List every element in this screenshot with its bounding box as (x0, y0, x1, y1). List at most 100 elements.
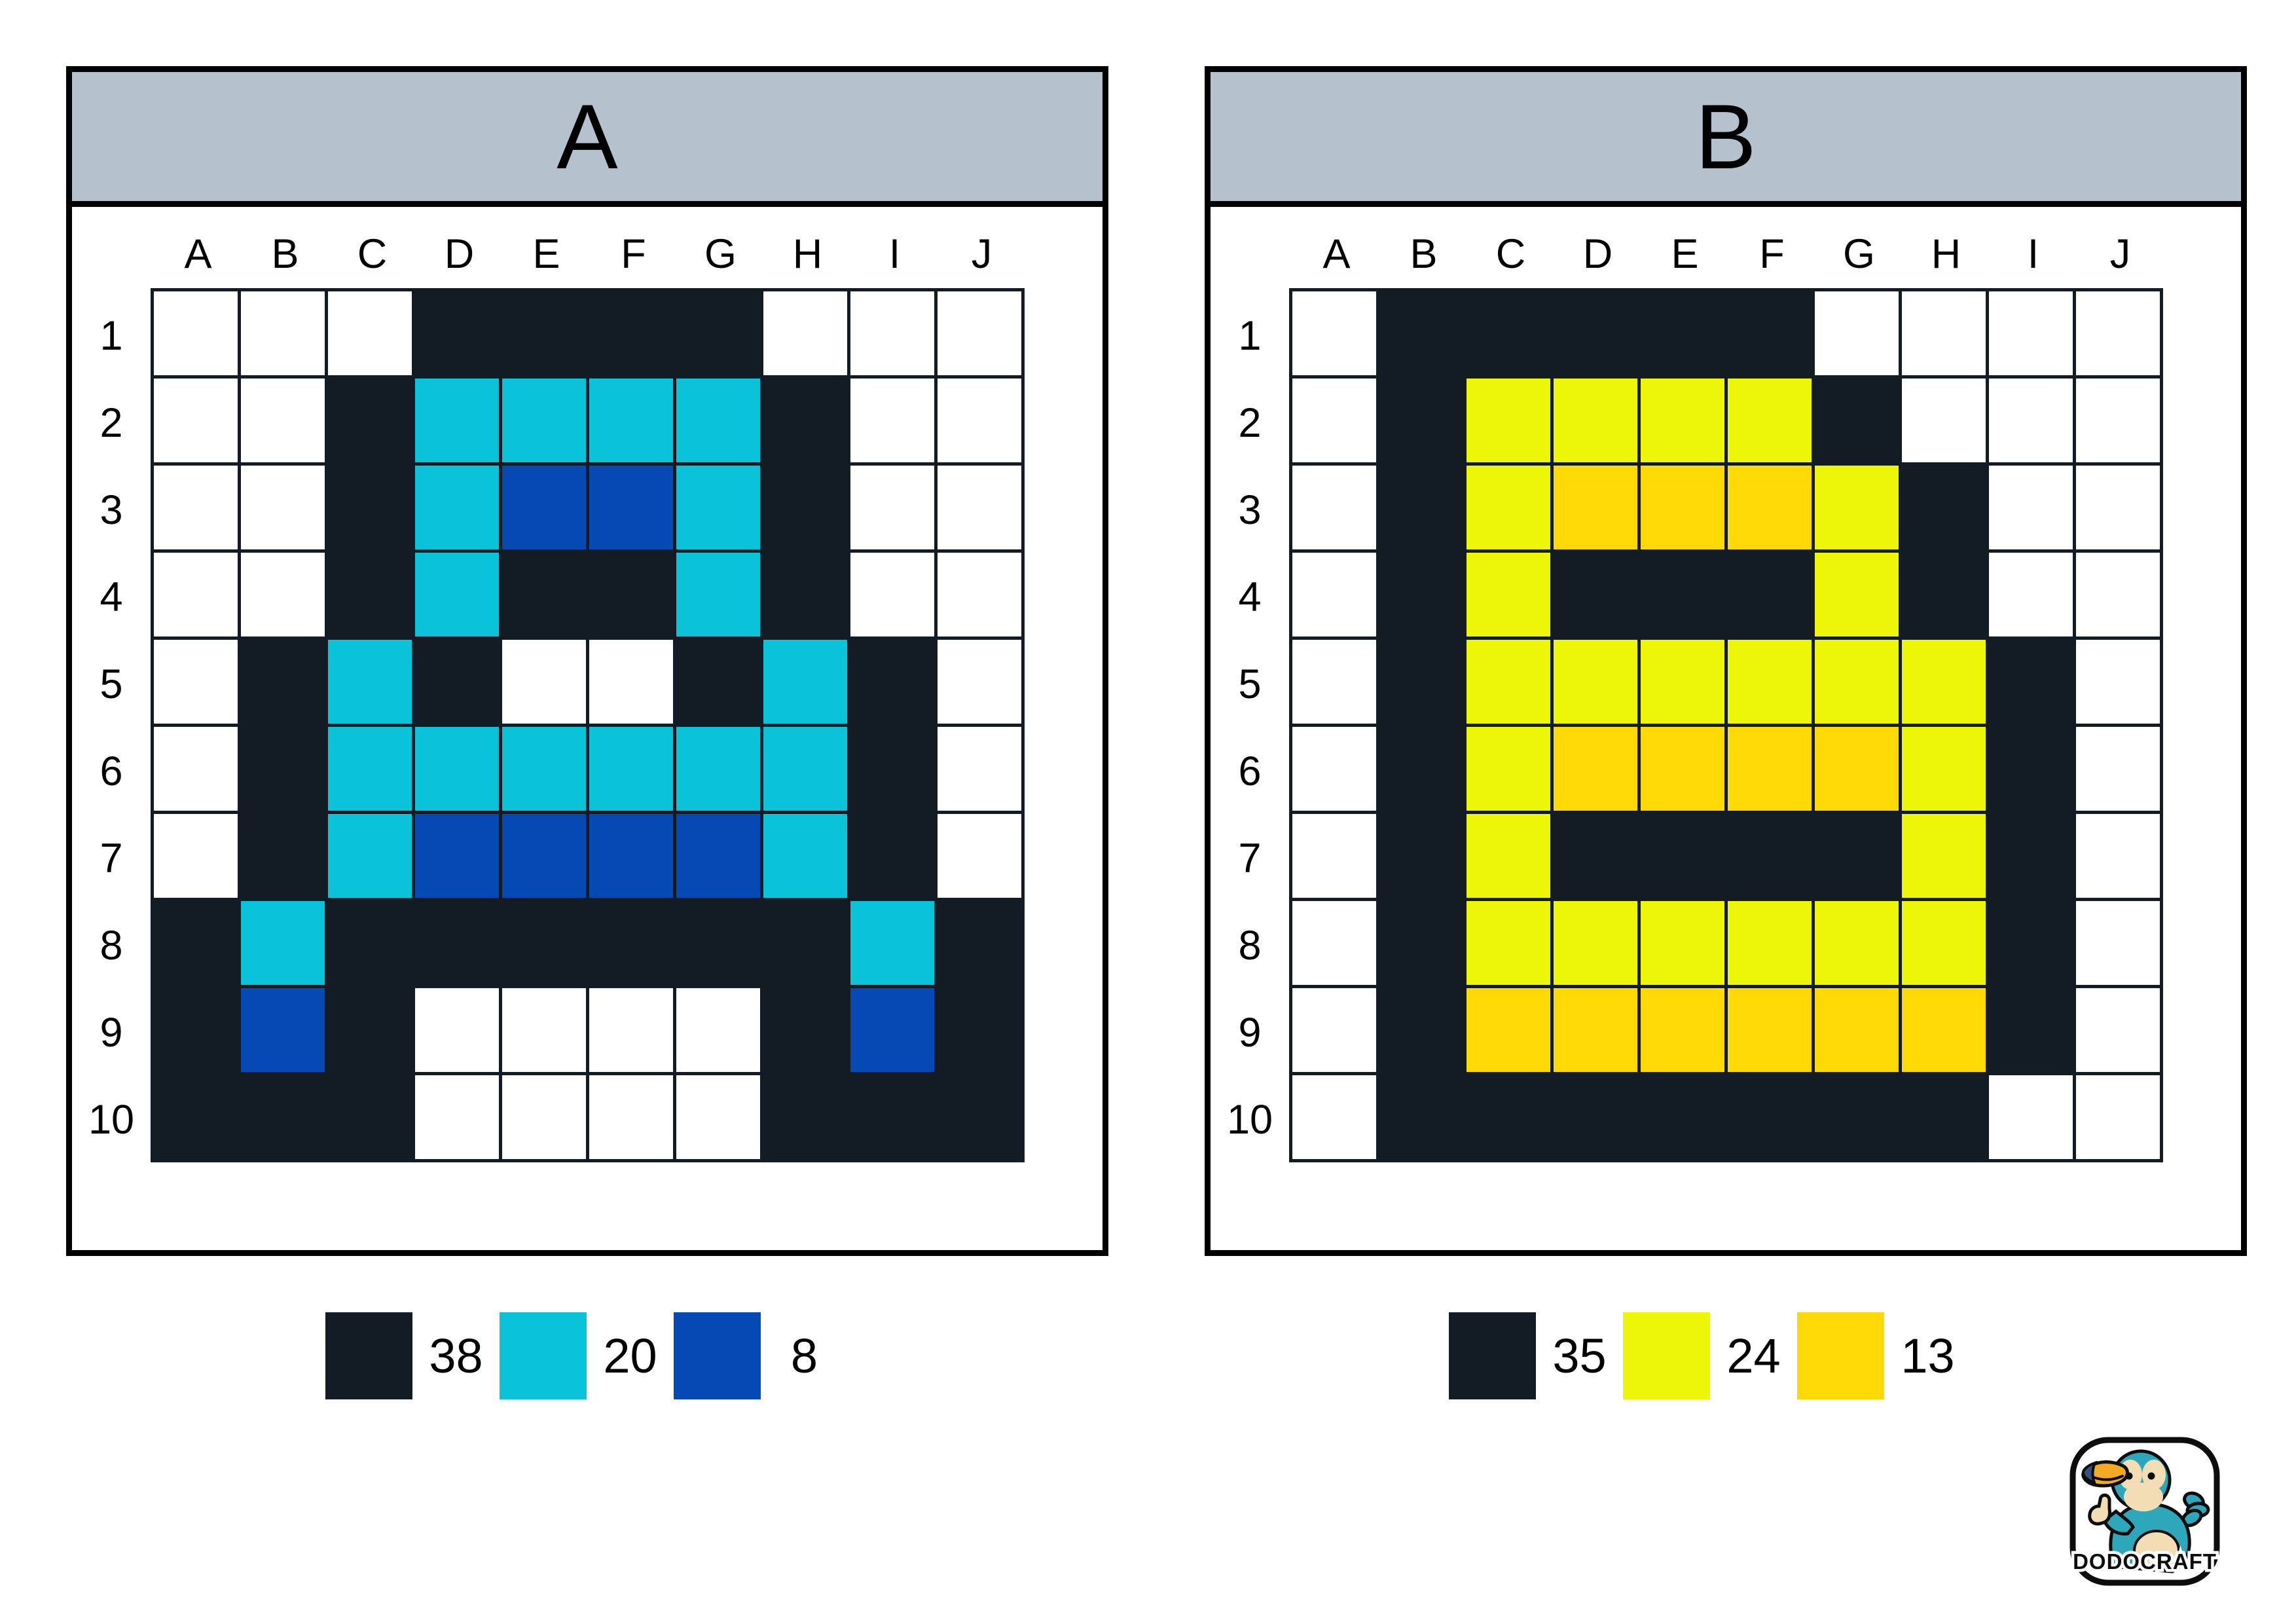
grid-cell (763, 466, 847, 549)
grid-cell (938, 466, 1021, 549)
grid-cell (676, 727, 760, 811)
row-label: 2 (100, 399, 123, 446)
panel-b-row-labels: 1 2 3 4 5 6 7 8 9 10 (1220, 292, 1280, 1163)
grid-cell (1467, 553, 1550, 637)
column-label: B (271, 231, 299, 277)
grid-cell (415, 727, 499, 811)
column-label: G (1842, 231, 1875, 277)
grid-cell (763, 988, 847, 1072)
grid-cell (1292, 291, 1376, 375)
grid-cell (1989, 291, 2073, 375)
row-label: 6 (100, 748, 123, 794)
grid-cell (1728, 727, 1812, 811)
grid-cell (1641, 814, 1724, 898)
grid-cell (1902, 727, 1986, 811)
grid-cell (328, 553, 412, 637)
dodo-beak-tip (2081, 1460, 2098, 1485)
grid-cell (2076, 640, 2160, 724)
column-label: D (1582, 231, 1613, 277)
row-label: 7 (1238, 835, 1262, 881)
grid-cell (589, 291, 673, 375)
grid-cell (1815, 291, 1899, 375)
grid-cell (2076, 1075, 2160, 1159)
grid-cell (241, 640, 325, 724)
grid-cell (1379, 814, 1463, 898)
grid-cell (502, 553, 586, 637)
dodo-beak-smile (2092, 1475, 2124, 1481)
grid-cell (1989, 553, 2073, 637)
column-label: J (971, 231, 993, 277)
column-label: I (2027, 231, 2039, 277)
grid-cell (1292, 901, 1376, 985)
column-label: C (1495, 231, 1526, 277)
grid-cell (1989, 466, 2073, 549)
grid-cell (763, 378, 847, 462)
grid-cell (154, 378, 238, 462)
legend-count: 38 (429, 1329, 483, 1383)
grid-cell (763, 901, 847, 985)
grid-cell (763, 640, 847, 724)
column-label: A (1322, 231, 1351, 277)
grid-cell (938, 378, 1021, 462)
grid-cell (502, 291, 586, 375)
grid-cell (1902, 1075, 1986, 1159)
grid-cell (1292, 814, 1376, 898)
grid-cell (1902, 553, 1986, 637)
legend-color-swatch (674, 1312, 761, 1399)
grid-cell (2076, 901, 2160, 985)
row-label: 1 (100, 312, 123, 359)
grid-cell (415, 291, 499, 375)
grid-cell (1379, 466, 1463, 549)
grid-cell (241, 291, 325, 375)
puzzle-panel-b: B A B C D E F G H I J 1 2 3 4 5 6 7 8 9 10 (1205, 66, 2247, 1256)
row-label: 8 (1238, 922, 1262, 969)
grid-cell (676, 1075, 760, 1159)
legend-count: 8 (790, 1329, 818, 1383)
dodo-cheek (2124, 1483, 2163, 1511)
grid-cell (676, 814, 760, 898)
grid-cell (763, 1075, 847, 1159)
grid-cell (1641, 466, 1724, 549)
grid-cell (1728, 901, 1812, 985)
grid-cell (1467, 1075, 1550, 1159)
grid-cell (1467, 378, 1550, 462)
grid-cell (1641, 640, 1724, 724)
grid-cell (1379, 640, 1463, 724)
dodo-thumb (2088, 1493, 2111, 1526)
grid-cell (938, 553, 1021, 637)
grid-cell (1467, 814, 1550, 898)
grid-cell (938, 814, 1021, 898)
grid-cell (1292, 553, 1376, 637)
grid-cell (415, 901, 499, 985)
grid-cell (154, 1075, 238, 1159)
grid-cell (1379, 988, 1463, 1072)
legend-count: 20 (603, 1329, 657, 1383)
grid-cell (241, 727, 325, 811)
grid-cell (676, 640, 760, 724)
grid-cell (2076, 378, 2160, 462)
grid-cell (850, 1075, 934, 1159)
column-label: I (888, 231, 901, 277)
grid-cell (938, 1075, 1021, 1159)
row-label: 2 (1238, 399, 1262, 446)
dodocraft-logo: DODOCRAFT (2069, 1437, 2220, 1586)
grid-cell (2076, 727, 2160, 811)
legend-count: 35 (1552, 1329, 1607, 1383)
grid-cell (241, 814, 325, 898)
grid-cell (154, 901, 238, 985)
grid-cell (1554, 988, 1637, 1072)
grid-cell (589, 901, 673, 985)
grid-cell (502, 988, 586, 1072)
grid-cell (328, 291, 412, 375)
grid-cell (850, 901, 934, 985)
grid-cell (502, 466, 586, 549)
logo-brand-text: DODOCRAFT (2073, 1549, 2217, 1574)
grid-cell (1467, 291, 1550, 375)
grid-cell (1379, 727, 1463, 811)
grid-cell (154, 727, 238, 811)
grid-cell (241, 378, 325, 462)
grid-cell (241, 1075, 325, 1159)
panel-b-color-legend: 35 24 13 (1449, 1312, 1971, 1399)
grid-cell (589, 640, 673, 724)
grid-cell (1292, 988, 1376, 1072)
